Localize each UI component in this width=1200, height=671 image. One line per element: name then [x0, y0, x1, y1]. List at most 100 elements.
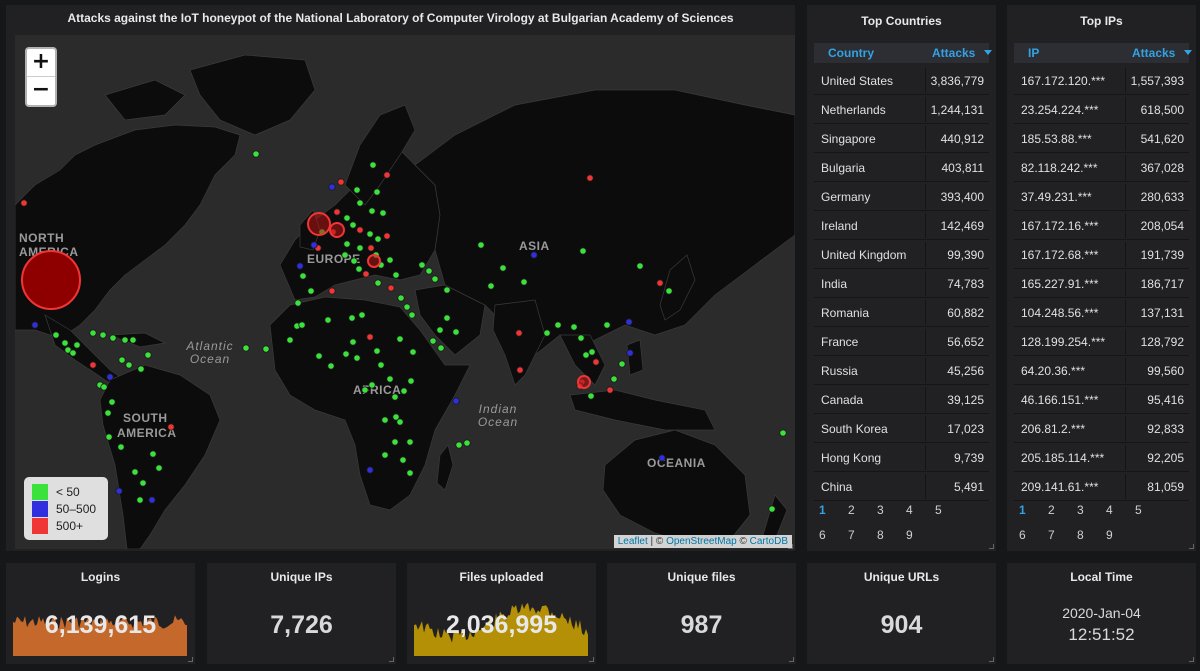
attack-marker[interactable] [148, 496, 156, 504]
attack-marker[interactable] [327, 362, 335, 370]
attack-marker[interactable] [463, 439, 471, 447]
attack-marker[interactable] [386, 375, 394, 383]
attack-marker[interactable] [341, 251, 349, 259]
attack-marker[interactable] [350, 257, 358, 265]
attack-marker[interactable] [366, 230, 374, 238]
attack-marker[interactable] [392, 271, 400, 279]
page-link-6[interactable]: 6 [819, 528, 826, 542]
attack-marker[interactable] [121, 336, 129, 344]
page-link-7[interactable]: 7 [848, 528, 855, 542]
page-link-8[interactable]: 8 [1077, 528, 1084, 542]
attack-marker[interactable] [582, 351, 590, 359]
attack-marker[interactable] [144, 351, 152, 359]
attack-marker[interactable] [429, 337, 437, 345]
attack-marker[interactable] [379, 209, 387, 217]
attack-marker[interactable] [779, 429, 787, 437]
attack-marker[interactable] [89, 329, 97, 337]
attack-marker[interactable] [105, 433, 113, 441]
attack-marker[interactable] [658, 454, 666, 462]
attack-marker[interactable] [139, 479, 147, 487]
attack-marker[interactable] [167, 423, 175, 431]
attack-hotspot-marker[interactable] [307, 212, 331, 236]
resize-handle[interactable] [788, 544, 793, 549]
attack-marker[interactable] [367, 244, 375, 252]
attack-marker[interactable] [586, 174, 594, 182]
attack-marker[interactable] [606, 386, 614, 394]
attack-marker[interactable] [356, 199, 364, 207]
country-column-header[interactable]: Country [828, 46, 874, 60]
attack-marker[interactable] [520, 278, 528, 286]
attack-marker[interactable] [579, 247, 587, 255]
attack-marker[interactable] [328, 183, 336, 191]
page-link-1[interactable]: 1 [819, 503, 826, 517]
attack-marker[interactable] [343, 214, 351, 222]
attack-marker[interactable] [104, 409, 112, 417]
attack-marker[interactable] [515, 329, 523, 337]
attack-marker[interactable] [125, 361, 133, 369]
resize-handle[interactable] [589, 657, 594, 662]
attack-marker[interactable] [361, 386, 369, 394]
attack-marker[interactable] [333, 208, 341, 216]
attack-hotspot-marker[interactable] [577, 375, 591, 389]
attack-marker[interactable] [61, 339, 69, 347]
attack-marker[interactable] [625, 318, 633, 326]
attack-marker[interactable] [368, 207, 376, 215]
attack-marker[interactable] [155, 464, 163, 472]
attack-marker[interactable] [656, 279, 664, 287]
attack-marker[interactable] [603, 321, 611, 329]
attack-marker[interactable] [374, 235, 382, 243]
attack-marker[interactable] [349, 338, 357, 346]
attack-marker[interactable] [324, 316, 332, 324]
attack-marker[interactable] [89, 361, 97, 369]
resize-handle[interactable] [1189, 544, 1194, 549]
attack-marker[interactable] [516, 366, 524, 374]
attack-marker[interactable] [310, 241, 318, 249]
page-link-7[interactable]: 7 [1048, 528, 1055, 542]
attack-marker[interactable] [406, 469, 414, 477]
openstreetmap-link[interactable]: OpenStreetMap [666, 536, 737, 547]
attack-marker[interactable] [418, 261, 426, 269]
attack-marker[interactable] [299, 272, 307, 280]
attack-marker[interactable] [396, 335, 404, 343]
attack-marker[interactable] [252, 150, 260, 158]
attack-marker[interactable] [381, 416, 389, 424]
zoom-out-button[interactable]: − [31, 77, 51, 102]
attack-marker[interactable] [286, 336, 294, 344]
leaflet-link[interactable]: Leaflet [617, 536, 648, 547]
page-link-3[interactable]: 3 [1077, 503, 1084, 517]
attack-marker[interactable] [403, 303, 411, 311]
resize-handle[interactable] [389, 657, 394, 662]
attack-marker[interactable] [328, 287, 336, 295]
attack-marker[interactable] [52, 331, 60, 339]
sort-desc-icon[interactable] [1184, 50, 1192, 56]
attack-marker[interactable] [20, 199, 28, 207]
attack-marker[interactable] [408, 311, 416, 319]
attack-marker[interactable] [149, 450, 157, 458]
attack-hotspot-marker[interactable] [329, 222, 345, 238]
attack-marker[interactable] [118, 356, 126, 364]
attack-marker[interactable] [387, 284, 395, 292]
attack-marker[interactable] [626, 349, 634, 357]
attack-marker[interactable] [115, 487, 123, 495]
attack-marker[interactable] [636, 262, 644, 270]
attack-marker[interactable] [136, 496, 144, 504]
attack-marker[interactable] [577, 334, 585, 342]
attack-marker[interactable] [262, 345, 270, 353]
page-link-8[interactable]: 8 [877, 528, 884, 542]
attack-marker[interactable] [131, 468, 139, 476]
resize-handle[interactable] [188, 657, 193, 662]
attack-marker[interactable] [392, 413, 400, 421]
attack-marker[interactable] [307, 287, 315, 295]
attack-marker[interactable] [588, 348, 596, 356]
page-link-1[interactable]: 1 [1019, 503, 1026, 517]
attack-marker[interactable] [337, 178, 345, 186]
attack-marker[interactable] [409, 348, 417, 356]
attack-marker[interactable] [399, 456, 407, 464]
attack-marker[interactable] [137, 365, 145, 373]
attack-marker[interactable] [31, 321, 39, 329]
attack-marker[interactable] [587, 392, 595, 400]
page-link-6[interactable]: 6 [1019, 528, 1026, 542]
attack-marker[interactable] [554, 321, 562, 329]
cartodb-link[interactable]: CartoDB [749, 536, 788, 547]
attack-marker[interactable] [610, 375, 618, 383]
